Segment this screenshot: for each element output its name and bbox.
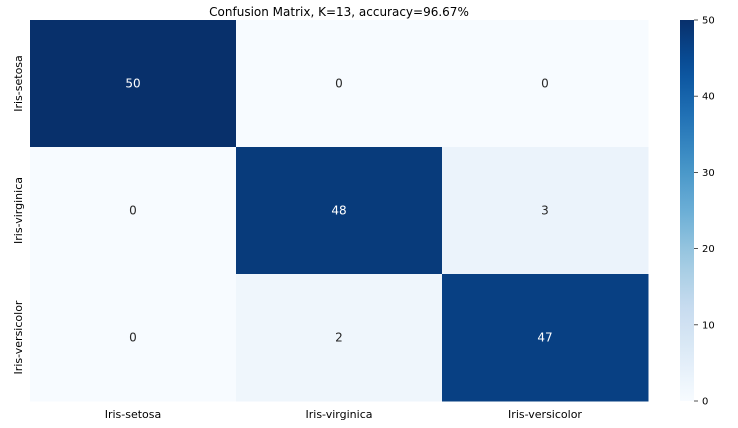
cell-value-r0-c2: 0: [541, 77, 549, 91]
cell-value-r0-c0: 50: [125, 77, 140, 91]
cell-value-r2-c1: 2: [335, 331, 343, 345]
heatmap-cell-r1-c0: [30, 147, 237, 275]
colorbar-tick-label-5: 50: [702, 16, 715, 27]
x-tick-label-2: Iris-versicolor: [508, 408, 582, 421]
heatmap-cell-r2-c0: [30, 274, 237, 402]
heatmap-cell-r2-c2: [442, 274, 649, 402]
heatmap-cell-r2-c1: [236, 274, 443, 402]
colorbar-tick-label-4: 40: [702, 92, 715, 103]
cell-value-r0-c1: 0: [335, 77, 343, 91]
x-tick-label-0: Iris-setosa: [105, 408, 162, 421]
y-tick-label-2: Iris-versicolor: [12, 300, 25, 374]
colorbar-tick-label-2: 20: [702, 244, 715, 255]
heatmap-cell-r0-c1: [236, 20, 443, 148]
y-tick-label-0: Iris-setosa: [12, 55, 25, 112]
y-axis-ticks: Iris-setosa Iris-virginica Iris-versicolor: [12, 55, 25, 374]
colorbar-tick-label-1: 10: [702, 320, 715, 331]
cell-value-r1-c2: 3: [541, 204, 549, 218]
heatmap-cell-r1-c1: [236, 147, 443, 275]
heatmap-cells: [30, 20, 649, 402]
colorbar: [680, 20, 694, 401]
cell-value-r2-c0: 0: [129, 331, 137, 345]
heatmap-cell-labels: 50 0 0 0 48 3 0 2 47: [125, 77, 552, 345]
y-tick-label-1: Iris-virginica: [12, 177, 25, 244]
colorbar-tick-label-3: 30: [702, 168, 715, 179]
x-tick-label-1: Iris-virginica: [306, 408, 373, 421]
heatmap-cell-r0-c0: [30, 20, 237, 148]
heatmap-cell-r1-c2: [442, 147, 649, 275]
cell-value-r2-c2: 47: [537, 331, 552, 345]
x-axis-ticks: Iris-setosa Iris-virginica Iris-versicolor: [105, 408, 583, 421]
cell-value-r1-c1: 48: [331, 204, 346, 218]
colorbar-tick-label-0: 0: [702, 397, 708, 408]
cell-value-r1-c0: 0: [129, 204, 137, 218]
heatmap-cell-r0-c2: [442, 20, 649, 148]
chart-title: Confusion Matrix, K=13, accuracy=96.67%: [209, 5, 469, 19]
colorbar-ticks: 0 10 20 30 40 50: [694, 16, 715, 408]
